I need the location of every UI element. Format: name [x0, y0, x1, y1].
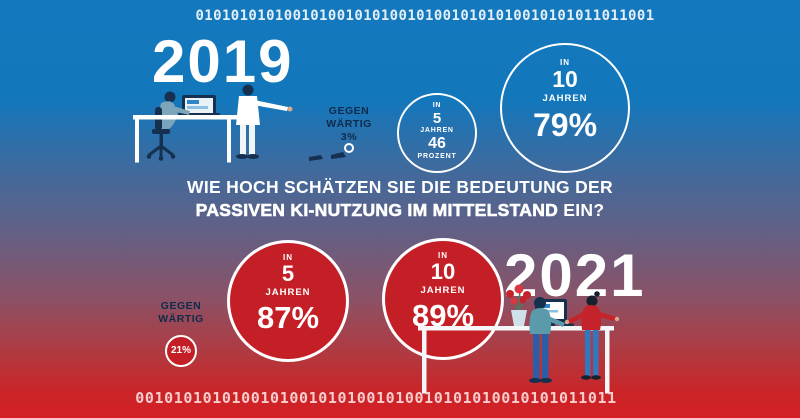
shoe-decoration [331, 152, 346, 159]
woman-shoe [581, 375, 591, 380]
woman-arm [568, 311, 586, 324]
label-line: WÄRTIG [158, 313, 204, 325]
woman-hand [564, 319, 570, 325]
shoe-decoration [309, 155, 323, 161]
bubble-number: 10 [430, 259, 456, 284]
laptop-screen-content [187, 100, 199, 104]
bubble-value: 21% [170, 345, 191, 356]
flower-vase [511, 310, 527, 326]
bubble-label: JAHREN [420, 127, 454, 134]
seated-person-arm [172, 106, 190, 115]
bubble-gegenwaertig-2021: 21% [165, 335, 197, 367]
standing-person-shoe [236, 154, 248, 159]
bubble-label: JAHREN [542, 93, 588, 104]
standing-person-head [242, 84, 254, 96]
man-arm [545, 315, 565, 327]
question-emphasis: PASSIVEN KI-NUTZUNG IM MITTELSTAND [195, 200, 559, 221]
label-line: GEGEN [160, 300, 202, 312]
office-desk-2019-illustration [133, 84, 346, 163]
flower [523, 291, 531, 299]
woman-shoe [591, 375, 601, 380]
bubble-in-10-jahren-2019: IN 10 JAHREN 79% [500, 43, 630, 173]
bubble-label: JAHREN [265, 287, 311, 298]
man-leg [542, 334, 549, 379]
standing-person-arm [253, 100, 288, 111]
bubble-label: JAHREN [420, 285, 466, 296]
bubble-in-5-jahren-2019: IN 5 JAHREN 46 PROZENT [397, 93, 477, 173]
bubble-gegenwaertig-2019 [344, 143, 354, 153]
woman-hair-bun [594, 291, 600, 297]
bubble-value: 89% [411, 298, 475, 333]
standing-person-coat [236, 96, 260, 125]
chair-base [148, 144, 174, 157]
bubble-value: 46 [428, 135, 446, 152]
woman-arm [596, 311, 616, 321]
bubble-number: 5 [432, 110, 442, 127]
label-line: WÄRTIG [326, 118, 372, 130]
flower [519, 296, 527, 304]
monitor-content [540, 310, 558, 313]
chair-wheel [146, 154, 152, 159]
seated-person-head [164, 91, 176, 103]
woman-leg [585, 330, 591, 376]
chair-wheel [170, 154, 176, 159]
question-tail: EIN? [558, 200, 605, 220]
label-line: GEGEN [328, 105, 370, 117]
man-shoe [540, 378, 552, 383]
chair-stem [159, 134, 163, 148]
binary-strip-bottom: 0010101010100101001010100101001010101001… [135, 389, 617, 407]
monitor-stand [548, 323, 555, 326]
bubble-in-10-jahren-2021: IN 10 JAHREN 89% [382, 238, 504, 360]
bubble-label: IN [432, 102, 442, 109]
standing-person-shoe [247, 154, 259, 159]
question-line-2: PASSIVEN KI-NUTZUNG IM MITTELSTAND EIN? [0, 198, 800, 222]
chair-wheel [158, 156, 164, 161]
office-desk-2021-illustration [418, 284, 620, 394]
bubble-value: 79% [532, 107, 598, 143]
bubble-value: 87% [256, 300, 320, 335]
man-leg [533, 334, 540, 379]
man-torso [529, 308, 552, 334]
chair-seat [152, 129, 170, 134]
desk-top [133, 115, 240, 120]
bubble-number: 10 [552, 66, 578, 92]
standing-person-leg-left [240, 125, 246, 155]
flower [510, 297, 518, 305]
value-gegenwaertig-2019: 3% [340, 131, 358, 143]
woman-hand [614, 316, 620, 322]
standing-person-hand [287, 106, 293, 112]
man-shoe [529, 378, 541, 383]
woman-head [586, 295, 598, 307]
standing-desk-leg [422, 330, 427, 394]
desk-leg [227, 119, 231, 163]
survey-question: WIE HOCH SCHÄTZEN SIE DIE BEDEUTUNG DER … [0, 176, 800, 222]
bubble-label: IN [283, 253, 293, 262]
desk-leg [135, 119, 139, 163]
bubble-number: 5 [281, 261, 295, 286]
laptop-screen-content [187, 106, 208, 109]
label-gegenwaertig-2021: GEGEN WÄRTIG [146, 300, 216, 326]
man-head [534, 297, 546, 309]
binary-strip-top: 0101010101001010010101001010010101010010… [195, 8, 655, 24]
standing-desk-top [418, 326, 614, 331]
year-2019-heading: 2019 [152, 28, 294, 95]
woman-leg [593, 330, 599, 376]
woman-torso [581, 305, 602, 330]
bubble-label: IN [560, 58, 570, 67]
bubble-in-5-jahren-2021: IN 5 JAHREN 87% [227, 240, 349, 362]
flower [506, 290, 514, 298]
label-gegenwaertig-2019: GEGEN WÄRTIG 3% [319, 105, 379, 144]
question-line-1: WIE HOCH SCHÄTZEN SIE DIE BEDEUTUNG DER [187, 177, 613, 197]
standing-person-leg-right [249, 125, 255, 155]
flower [514, 284, 524, 294]
bubble-label: IN [438, 251, 448, 260]
bubble-unit: PROZENT [417, 153, 457, 160]
standing-desk-leg [605, 330, 610, 394]
